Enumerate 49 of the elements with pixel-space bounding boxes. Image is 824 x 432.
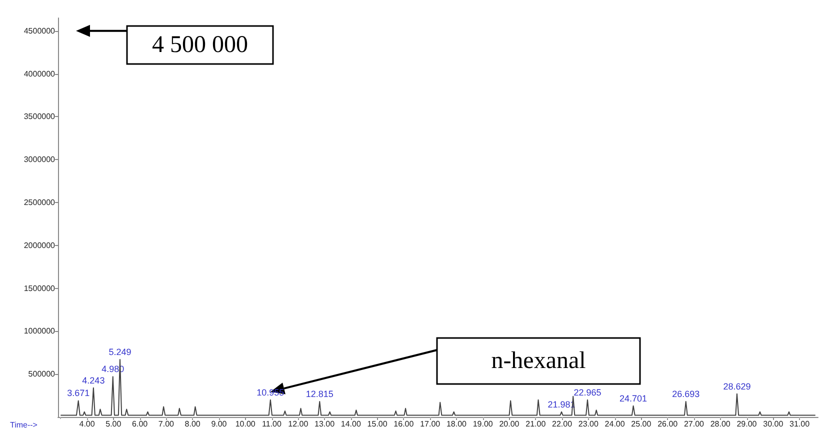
x-tick-label: 28.00 — [710, 420, 731, 428]
y-tick-label: 500000 — [28, 370, 56, 379]
annotation: 24.701 — [620, 393, 648, 404]
x-tick-label: 10.00 — [235, 420, 256, 428]
x-tick-label: 23.00 — [578, 420, 599, 428]
x-tick-label: 11.00 — [262, 420, 282, 428]
annotation: 12.815 — [306, 389, 334, 400]
y-tick-label: 2000000 — [24, 240, 56, 250]
x-tick-label: 17.00 — [420, 420, 441, 428]
y-tick-label: 1500000 — [24, 284, 56, 293]
x-tick-label: 26.00 — [658, 420, 678, 428]
annotation: 3.671 — [67, 388, 90, 398]
y-tick-label: 4500000 — [24, 26, 56, 36]
x-tick-label: 27.00 — [684, 420, 705, 428]
x-tick-label: 31.00 — [790, 420, 810, 428]
annotation: 28.629 — [723, 381, 751, 392]
y-tick-label: 4000000 — [24, 69, 56, 78]
x-tick-label: 13.00 — [314, 420, 336, 428]
x-tick-label: 5.00 — [106, 420, 122, 428]
y-tick-label: 2500000 — [24, 198, 56, 207]
annotation: 4 500 000 — [152, 32, 248, 58]
x-tick-label: 9.00 — [211, 420, 228, 428]
annotation: n-hexanal — [491, 348, 586, 374]
x-tick-label: 4.00 — [79, 420, 96, 428]
y-tick-label: 3000000 — [24, 155, 56, 164]
x-axis-title: Time--> — [10, 420, 38, 430]
x-tick-label: 29.00 — [736, 420, 758, 428]
annotation: 22.965 — [574, 387, 602, 398]
annotation: 10.955 — [256, 387, 284, 398]
x-tick-label: 7.00 — [158, 420, 175, 428]
x-tick-label: 19.00 — [472, 420, 494, 428]
x-tick-label: 21.00 — [526, 420, 546, 428]
x-tick-label: 18.00 — [446, 420, 468, 428]
annotation: 26.693 — [672, 389, 700, 400]
y-tick-label: 1000000 — [24, 326, 56, 336]
x-tick-label: 15.00 — [367, 420, 388, 428]
y-tick-label: 3500000 — [24, 112, 56, 122]
x-tick-label: 12.00 — [288, 420, 309, 428]
x-tick-label: 30.00 — [763, 420, 784, 428]
x-tick-label: 14.00 — [340, 420, 362, 428]
x-tick-label: 24.00 — [604, 420, 626, 428]
x-tick-label: 22.00 — [552, 420, 573, 428]
annotation: 5.249 — [108, 347, 132, 358]
x-tick-label: 6.00 — [132, 420, 148, 428]
x-tick-label: 16.00 — [394, 420, 414, 428]
x-tick-label: 20.00 — [499, 420, 520, 428]
annotation: 4.243 — [82, 375, 105, 386]
x-tick-label: 25.00 — [631, 420, 652, 428]
x-tick-label: 8.00 — [184, 420, 201, 428]
